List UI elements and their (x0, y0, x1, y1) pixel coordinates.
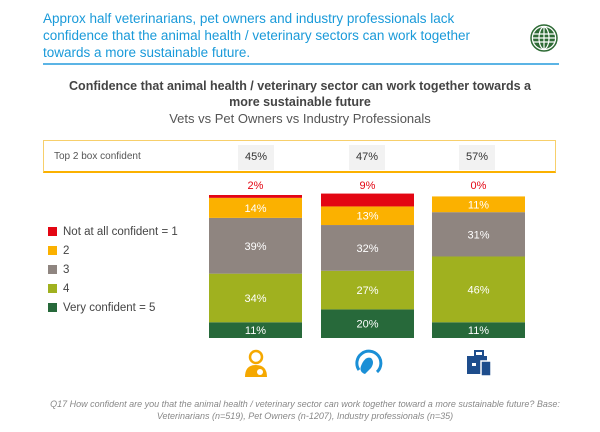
bar-segment (432, 212, 525, 257)
legend-label: Very confident = 5 (63, 301, 156, 314)
data-label: 39% (244, 241, 266, 253)
bar-segment (321, 193, 414, 207)
footnote: Q17 How confident are you that the anima… (50, 399, 560, 421)
legend-label: 4 (63, 282, 70, 295)
data-label: 20% (356, 319, 378, 331)
data-label: 14% (244, 203, 266, 215)
data-label: 11% (468, 199, 489, 211)
top2-label: Top 2 box confident (54, 151, 141, 162)
chart-heading: Confidence that animal health / veterina… (60, 78, 540, 127)
data-label: 13% (356, 211, 378, 223)
vet-icon (245, 349, 267, 377)
divider (43, 63, 559, 65)
legend: Not at all confident = 1 2 3 4 Very confiden… (48, 222, 178, 317)
legend-swatch (48, 284, 57, 293)
pet-owner-icon (355, 349, 383, 374)
legend-label: Not at all confident = 1 (63, 225, 178, 238)
legend-swatch (48, 265, 57, 274)
bar-segment (432, 196, 525, 213)
data-label: 11% (245, 325, 266, 337)
data-label: 46% (467, 284, 489, 296)
bar-segment (209, 273, 302, 323)
legend-item: 2 (48, 241, 178, 260)
bar-segment (432, 256, 525, 323)
bar-segment (209, 322, 302, 338)
bar-segment (321, 270, 414, 310)
legend-swatch (48, 303, 57, 312)
bar-segment (432, 322, 525, 338)
data-label: 34% (244, 293, 266, 305)
headline: Approx half veterinarians, pet owners an… (43, 11, 470, 60)
legend-item: 4 (48, 279, 178, 298)
top2-value: 57% (459, 145, 495, 170)
top2-box-row: Top 2 box confident 45% 47% 57% (43, 140, 556, 173)
data-label: 32% (356, 243, 378, 255)
data-label: 11% (468, 325, 489, 337)
legend-item: 3 (48, 260, 178, 279)
bar-segment (321, 309, 414, 338)
data-label: 9% (360, 180, 376, 192)
top2-value: 45% (238, 145, 274, 170)
chart-title: Confidence that animal health / veterina… (69, 79, 531, 109)
legend-item: Very confident = 5 (48, 298, 178, 317)
briefcase-icon (467, 350, 492, 377)
data-label: 2% (248, 180, 264, 192)
legend-swatch (48, 246, 57, 255)
legend-item: Not at all confident = 1 (48, 222, 178, 241)
bar-segment (209, 197, 302, 218)
data-label: 27% (356, 285, 378, 297)
globe-icon (530, 24, 558, 52)
data-label: 31% (467, 229, 489, 241)
top2-value: 47% (349, 145, 385, 170)
legend-swatch (48, 227, 57, 236)
legend-label: 2 (63, 244, 70, 257)
data-label: 0% (471, 180, 487, 192)
legend-label: 3 (63, 263, 70, 276)
chart-subtitle: Vets vs Pet Owners vs Industry Professio… (169, 111, 431, 126)
bar-segment (209, 195, 302, 198)
bar-segment (321, 225, 414, 271)
bar-segment (209, 217, 302, 274)
bar-segment (321, 206, 414, 226)
